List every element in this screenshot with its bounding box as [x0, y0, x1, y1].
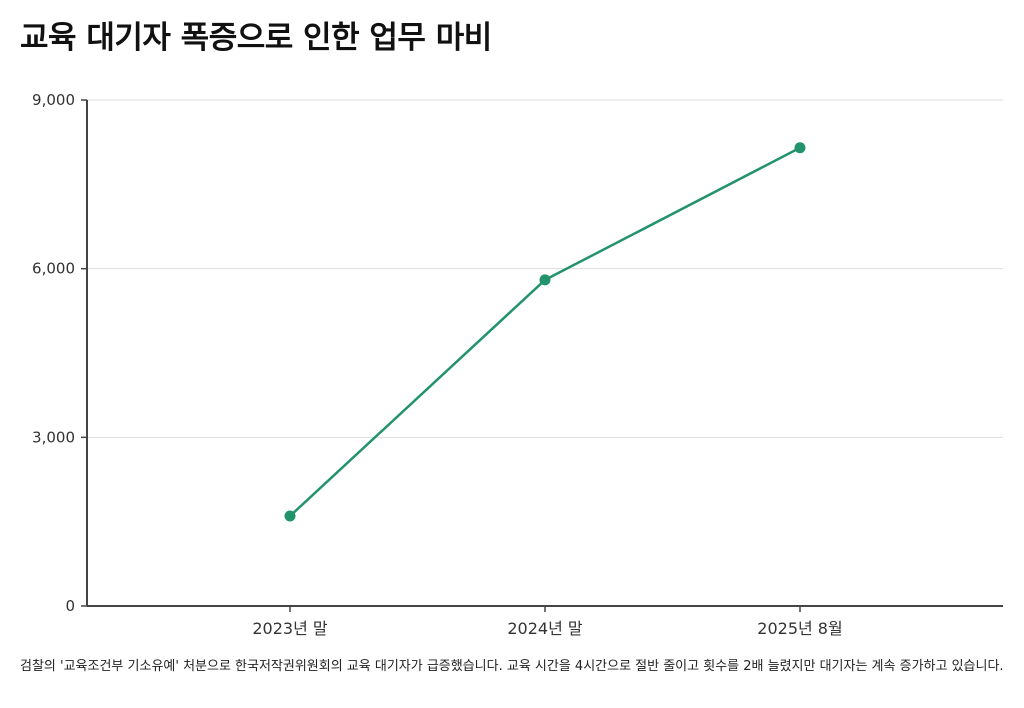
y-tick-label: 9,000	[32, 91, 75, 109]
data-point	[794, 142, 806, 154]
series-group	[284, 142, 806, 522]
grid-lines	[87, 99, 1003, 438]
series-line	[289, 146, 801, 517]
x-tick-label: 2024년 말	[507, 619, 583, 638]
y-axis-ticks: 0 3,000 6,000 9,000	[32, 91, 87, 615]
chart-title: 교육 대기자 폭증으로 인한 업무 마비	[20, 20, 492, 56]
data-point	[284, 510, 296, 522]
x-tick-label: 2025년 8월	[757, 619, 842, 638]
x-axis-ticks: 2023년 말 2024년 말 2025년 8월	[252, 606, 843, 638]
x-tick-label: 2023년 말	[252, 619, 328, 638]
line-chart: 0 3,000 6,000 9,000 2023년 말 2024년 말 2025년 8월	[32, 91, 1003, 638]
y-tick-label: 3,000	[32, 428, 75, 446]
footnote: 검찰의 '교육조건부 기소유예' 처분으로 한국저작권위원회의 교육 대기자가 …	[20, 659, 1004, 674]
y-tick-label: 0	[65, 597, 75, 615]
data-point	[539, 274, 551, 286]
y-tick-label: 6,000	[32, 260, 75, 278]
